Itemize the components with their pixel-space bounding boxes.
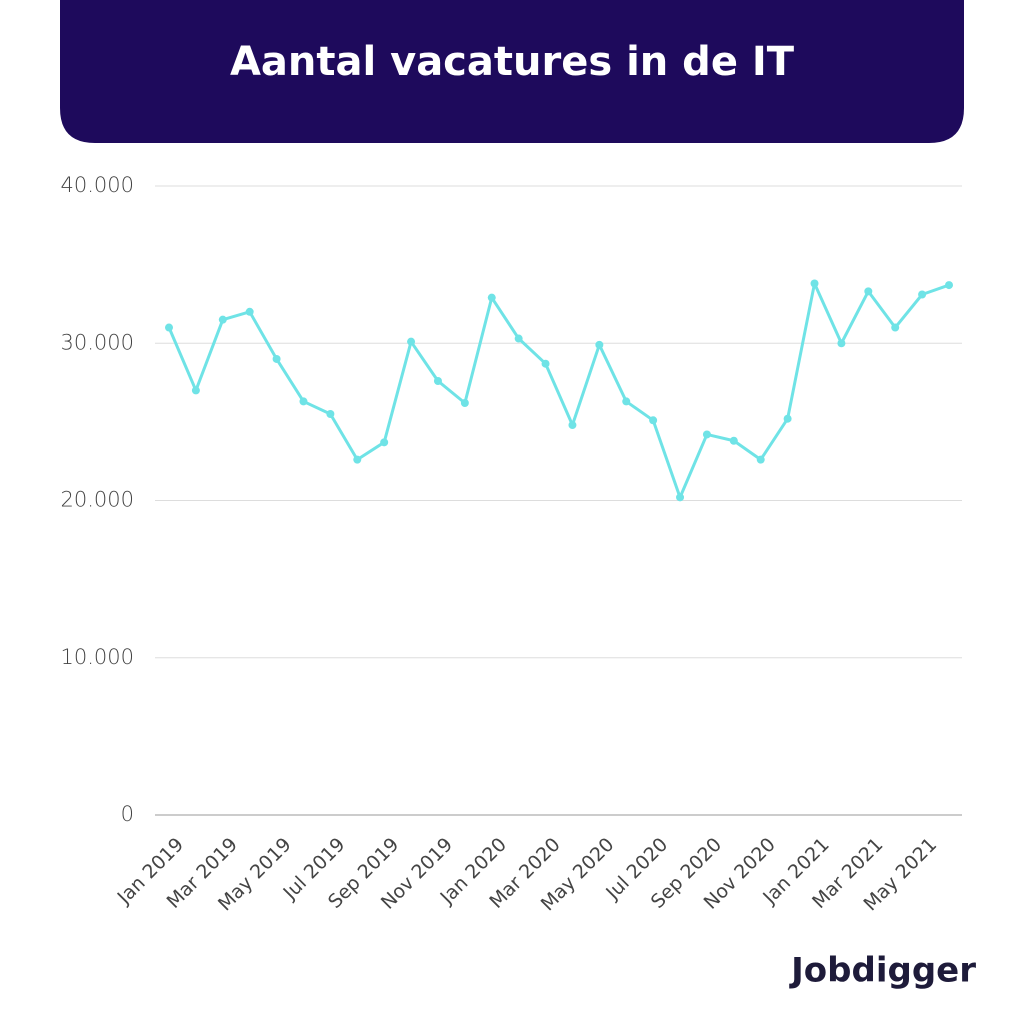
point [837, 339, 846, 348]
title-banner [60, 0, 964, 143]
y-tick-label: 10.000 [61, 645, 134, 669]
point [676, 493, 685, 502]
point [756, 455, 765, 464]
chart-title: Aantal vacatures in de IT [230, 39, 795, 85]
logo: Jobdigger [789, 951, 976, 991]
y-tick-label: 40.000 [61, 173, 134, 197]
point [595, 340, 604, 349]
point [891, 323, 900, 332]
point [380, 438, 389, 447]
point [541, 359, 550, 368]
point [353, 455, 362, 464]
point [514, 334, 523, 343]
point [702, 430, 711, 439]
point [918, 290, 927, 299]
point [245, 307, 254, 316]
point [272, 354, 281, 363]
y-tick-label: 20.000 [61, 488, 134, 512]
point [568, 421, 577, 430]
point [945, 281, 953, 290]
point [191, 386, 200, 395]
point [810, 279, 819, 288]
point [218, 315, 227, 324]
point [783, 414, 792, 423]
y-tick-label: 0 [121, 802, 134, 826]
point [622, 397, 631, 406]
point [487, 293, 496, 302]
point [460, 399, 469, 408]
point [649, 416, 658, 425]
point [729, 436, 738, 445]
point [433, 376, 442, 385]
point [326, 410, 335, 419]
y-tick-label: 30.000 [61, 330, 134, 354]
point [165, 323, 173, 332]
point [407, 337, 416, 346]
point [864, 287, 873, 296]
line [167, 281, 950, 499]
point [299, 397, 308, 406]
